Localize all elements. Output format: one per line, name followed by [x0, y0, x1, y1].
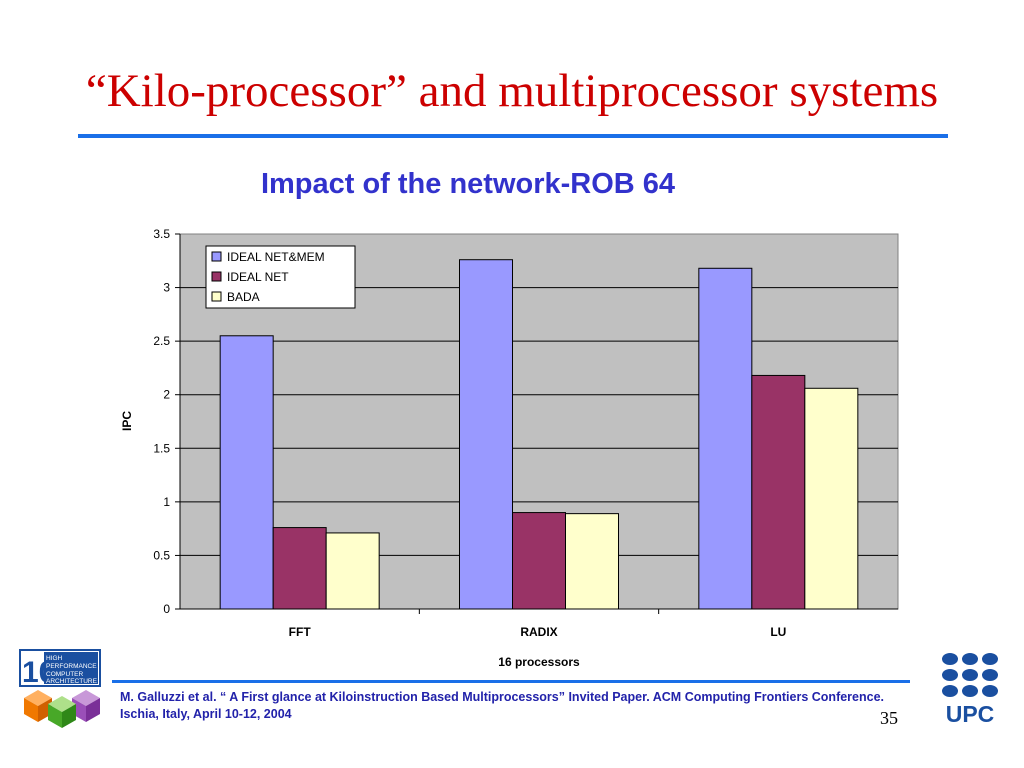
- bar: [512, 512, 566, 610]
- title-underline: [78, 134, 948, 138]
- x-tick-label: LU: [770, 625, 786, 639]
- bar: [459, 259, 513, 610]
- legend-label: IDEAL NET&MEM: [227, 250, 325, 264]
- bar: [325, 532, 380, 610]
- bar: [272, 527, 327, 610]
- y-tick-label: 3: [163, 281, 170, 295]
- legend-box: [205, 245, 356, 309]
- y-tick-label: 3.5: [153, 227, 170, 241]
- bar: [565, 513, 619, 610]
- legend-label: BADA: [227, 290, 260, 304]
- bar: [698, 267, 753, 610]
- x-tick-label: FFT: [289, 625, 312, 639]
- x-axis-label: 16 processors: [498, 655, 580, 669]
- y-tick-label: 0: [163, 602, 170, 616]
- slide-title: “Kilo-processor” and multiprocessor syst…: [85, 65, 939, 117]
- footer-rule: [112, 680, 910, 683]
- svg-text:ARCHITECTURE: ARCHITECTURE: [46, 678, 98, 685]
- page-number: 35: [880, 708, 898, 728]
- bar: [751, 374, 806, 610]
- citation: M. Galluzzi et al. “ A First glance at K…: [120, 690, 885, 721]
- y-tick-label: 0.5: [153, 548, 170, 562]
- svg-text:10: 10: [22, 656, 55, 689]
- bar: [219, 335, 274, 610]
- hpca-10-logo: 10 HIGH PERFORMANCE COMPUTER ARCHITECTUR…: [19, 649, 101, 728]
- bar: [804, 387, 859, 610]
- svg-text:UPC: UPC: [946, 701, 995, 724]
- legend-swatch: [211, 271, 222, 282]
- legend-swatch: [211, 251, 222, 262]
- y-tick-label: 2.5: [153, 334, 170, 348]
- x-tick-label: RADIX: [520, 625, 557, 639]
- legend-label: IDEAL NET: [227, 270, 289, 284]
- bars: [219, 259, 859, 610]
- legend: IDEAL NET&MEM IDEAL NET BADA: [205, 245, 356, 309]
- y-axis-label: IPC: [120, 411, 134, 431]
- y-tick-label: 2: [163, 388, 170, 402]
- svg-text:PERFORMANCE: PERFORMANCE: [46, 663, 97, 670]
- upc-logo: UPC: [942, 653, 998, 724]
- legend-swatch: [211, 291, 222, 302]
- svg-text:COMPUTER: COMPUTER: [46, 671, 84, 678]
- chart-title: Impact of the network-ROB 64: [260, 168, 676, 200]
- svg-text:HIGH: HIGH: [46, 655, 63, 662]
- y-tick-label: 1: [163, 495, 170, 509]
- x-axis: FFT RADIX LU: [180, 608, 898, 639]
- y-tick-label: 1.5: [153, 441, 170, 455]
- y-axis: 0 0.5 1 1.5 2 2.5 3 3.5: [153, 227, 181, 616]
